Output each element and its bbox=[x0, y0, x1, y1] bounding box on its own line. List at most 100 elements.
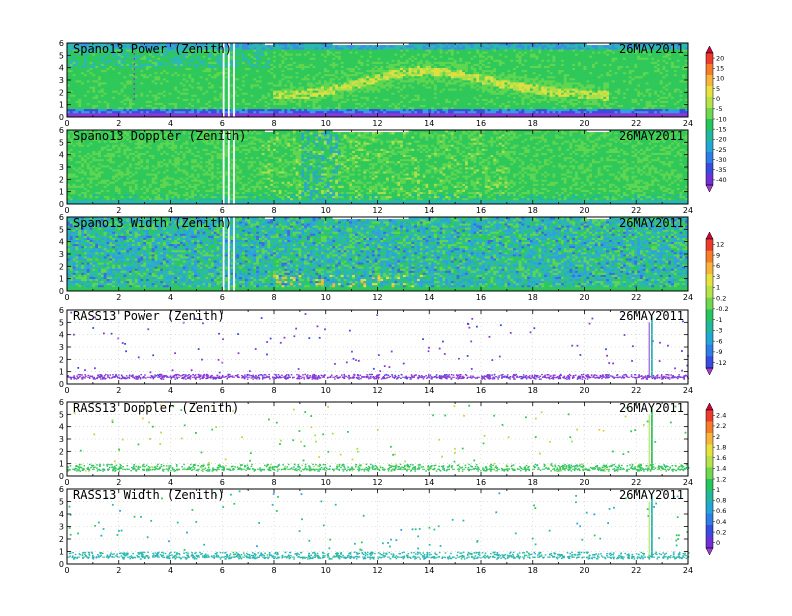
heatmap-cell bbox=[352, 59, 356, 62]
heatmap-cell bbox=[445, 90, 449, 93]
heatmap-cell bbox=[140, 73, 144, 77]
heatmap-cell bbox=[225, 55, 229, 58]
heatmap-cell bbox=[354, 80, 359, 83]
heatmap-cell bbox=[352, 112, 356, 116]
heatmap-cell bbox=[417, 104, 421, 108]
heatmap-cell bbox=[67, 73, 71, 77]
heatmap-cell bbox=[253, 104, 257, 108]
heatmap-cell bbox=[281, 98, 285, 101]
heatmap-cell bbox=[290, 59, 294, 62]
heatmap-cell bbox=[371, 80, 376, 83]
heatmap-cell bbox=[126, 84, 130, 87]
heatmap-cell bbox=[123, 84, 127, 87]
heatmap-cell bbox=[256, 77, 260, 81]
heatmap-cell bbox=[157, 114, 161, 118]
heatmap-cell bbox=[177, 108, 181, 112]
heatmap-cell bbox=[230, 114, 234, 118]
heatmap-cell bbox=[436, 96, 440, 99]
heatmap-cell bbox=[278, 55, 282, 58]
heatmap-cell bbox=[369, 86, 373, 89]
heatmap-cell bbox=[225, 100, 229, 103]
heatmap-cell bbox=[137, 45, 141, 48]
heatmap-cell bbox=[400, 77, 404, 81]
heatmap-cell bbox=[210, 110, 215, 114]
heatmap-cell bbox=[239, 108, 243, 112]
heatmap-cell bbox=[292, 49, 296, 52]
heatmap-cell bbox=[312, 94, 316, 97]
heatmap-cell bbox=[258, 73, 263, 77]
heatmap-cell bbox=[253, 69, 257, 73]
heatmap-cell bbox=[194, 114, 198, 118]
heatmap-cell bbox=[329, 98, 333, 101]
heatmap-cell bbox=[273, 69, 277, 73]
heatmap-cell bbox=[89, 67, 93, 71]
heatmap-cell bbox=[210, 55, 215, 58]
heatmap-cell bbox=[383, 53, 387, 56]
heatmap-cell bbox=[281, 55, 285, 58]
heatmap-cell bbox=[126, 98, 130, 101]
heatmap-cell bbox=[199, 45, 203, 48]
heatmap-cell bbox=[340, 106, 344, 110]
heatmap-cell bbox=[380, 63, 384, 66]
heatmap-cell bbox=[177, 82, 181, 85]
heatmap-cell bbox=[92, 86, 96, 89]
heatmap-cell bbox=[194, 98, 198, 101]
heatmap-cell bbox=[112, 104, 116, 108]
heatmap-cell bbox=[210, 114, 215, 118]
heatmap-cell bbox=[129, 84, 133, 87]
heatmap-cell bbox=[411, 98, 415, 101]
heatmap-cell bbox=[405, 77, 409, 81]
heatmap-cell bbox=[177, 49, 181, 52]
heatmap-cell bbox=[340, 53, 344, 56]
heatmap-cell bbox=[442, 102, 446, 106]
heatmap-cell bbox=[287, 98, 291, 101]
heatmap-cell bbox=[290, 51, 294, 54]
heatmap-cell bbox=[179, 88, 184, 91]
heatmap-cell bbox=[369, 61, 373, 64]
heatmap-cell bbox=[239, 112, 243, 116]
heatmap-cell bbox=[162, 88, 167, 91]
heatmap-cell bbox=[258, 104, 263, 108]
heatmap-cell bbox=[250, 55, 254, 58]
heatmap-cell bbox=[301, 47, 305, 50]
heatmap-cell bbox=[388, 53, 392, 56]
heatmap-cell bbox=[290, 53, 294, 56]
heatmap-cell bbox=[425, 88, 429, 91]
heatmap-cell bbox=[431, 65, 435, 69]
heatmap-cell bbox=[400, 63, 404, 66]
heatmap-cell bbox=[281, 82, 285, 85]
heatmap-cell bbox=[433, 63, 438, 66]
heatmap-cell bbox=[422, 92, 426, 95]
heatmap-cell bbox=[134, 59, 138, 62]
heatmap-cell bbox=[287, 92, 291, 95]
heatmap-cell bbox=[140, 59, 144, 62]
heatmap-cell bbox=[380, 86, 384, 89]
heatmap-cell bbox=[459, 80, 463, 83]
heatmap-cell bbox=[275, 112, 280, 116]
heatmap-cell bbox=[450, 75, 455, 79]
heatmap-cell bbox=[431, 98, 435, 101]
heatmap-cell bbox=[95, 88, 99, 91]
heatmap-cell bbox=[400, 110, 404, 114]
heatmap-cell bbox=[448, 90, 452, 93]
heatmap-cell bbox=[126, 63, 130, 66]
heatmap-cell bbox=[295, 63, 299, 66]
heatmap-cell bbox=[213, 110, 217, 114]
heatmap-cell bbox=[371, 47, 376, 50]
heatmap-cell bbox=[86, 67, 90, 71]
heatmap-cell bbox=[304, 75, 308, 79]
heatmap-cell bbox=[442, 106, 446, 110]
heatmap-cell bbox=[284, 51, 288, 54]
heatmap-cell bbox=[67, 84, 71, 87]
heatmap-cell bbox=[160, 61, 164, 64]
heatmap-cell bbox=[157, 98, 161, 101]
heatmap-cell bbox=[332, 100, 336, 103]
heatmap-cell bbox=[75, 84, 79, 87]
heatmap-cell bbox=[346, 98, 350, 101]
heatmap-cell bbox=[242, 51, 246, 54]
heatmap-cell bbox=[244, 73, 248, 77]
heatmap-cell bbox=[346, 57, 350, 60]
heatmap-cell bbox=[151, 73, 155, 77]
heatmap-cell bbox=[394, 84, 398, 87]
heatmap-cell bbox=[98, 53, 102, 56]
